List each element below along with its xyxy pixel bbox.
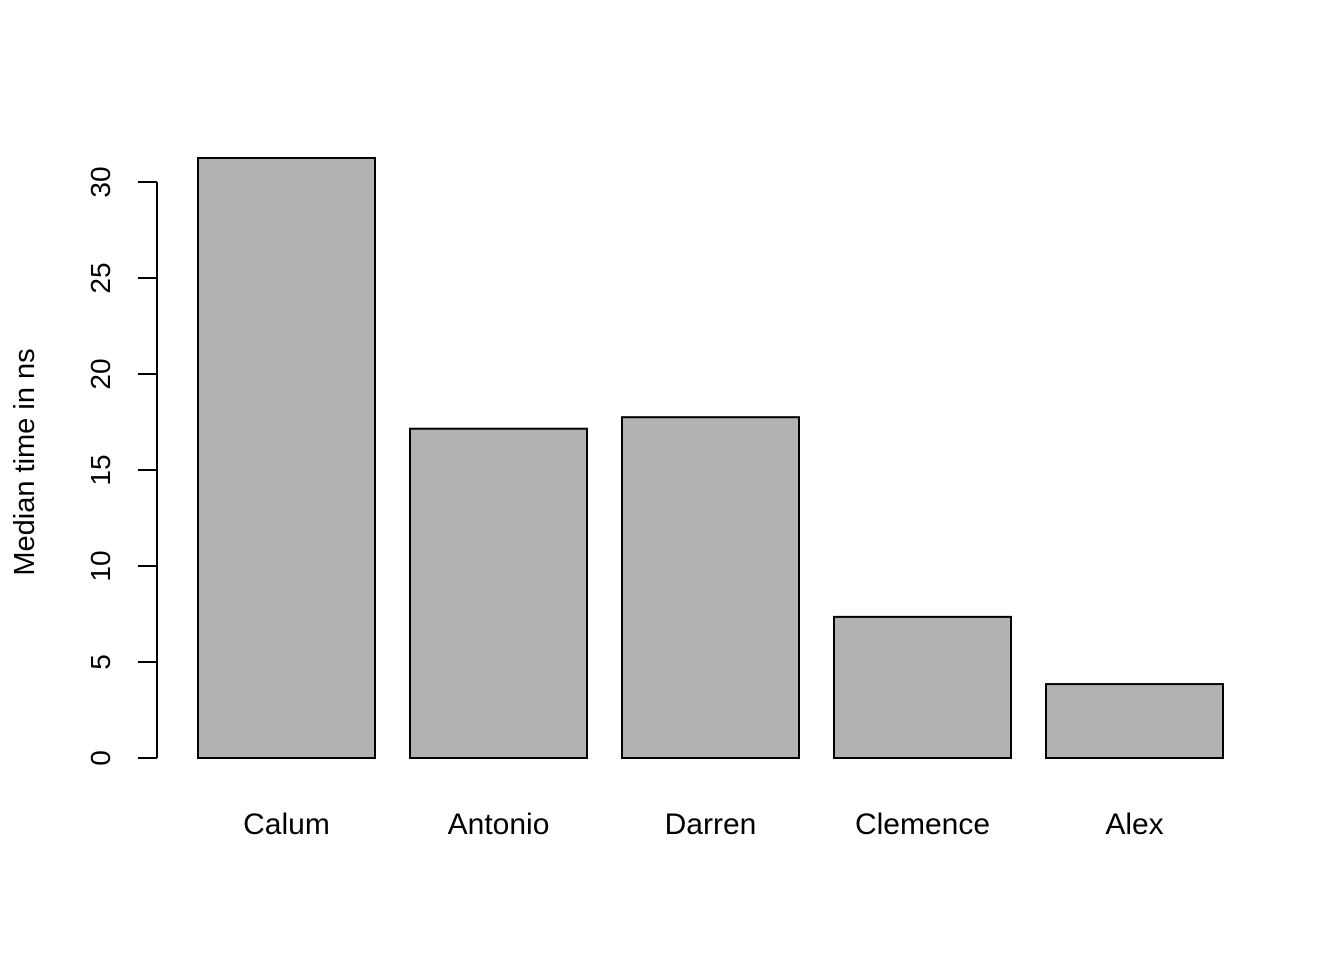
y-axis-title: Median time in ns <box>9 348 41 575</box>
y-tick-label-0: 0 <box>85 750 116 766</box>
category-label-darren: Darren <box>665 808 757 841</box>
y-tick-label-25: 25 <box>85 262 116 293</box>
y-tick-label-15: 15 <box>85 454 116 485</box>
y-tick-label-5: 5 <box>85 654 116 670</box>
category-labels: Calum Antonio Darren Clemence Alex <box>243 808 1164 841</box>
category-label-clemence: Clemence <box>855 808 990 841</box>
bar-calum <box>197 157 376 759</box>
category-label-antonio: Antonio <box>448 808 550 841</box>
bar-darren <box>621 416 800 759</box>
category-label-calum: Calum <box>243 808 330 841</box>
bar-antonio <box>409 427 588 759</box>
y-tick-label-10: 10 <box>85 550 116 581</box>
y-axis: 0 5 10 15 20 25 30 <box>85 166 158 766</box>
bar-alex <box>1045 683 1224 760</box>
bar-clemence <box>833 615 1012 759</box>
y-tick-label-20: 20 <box>85 358 116 389</box>
y-tick-label-30: 30 <box>85 166 116 197</box>
category-label-alex: Alex <box>1105 808 1163 841</box>
bars-group <box>197 157 1224 760</box>
